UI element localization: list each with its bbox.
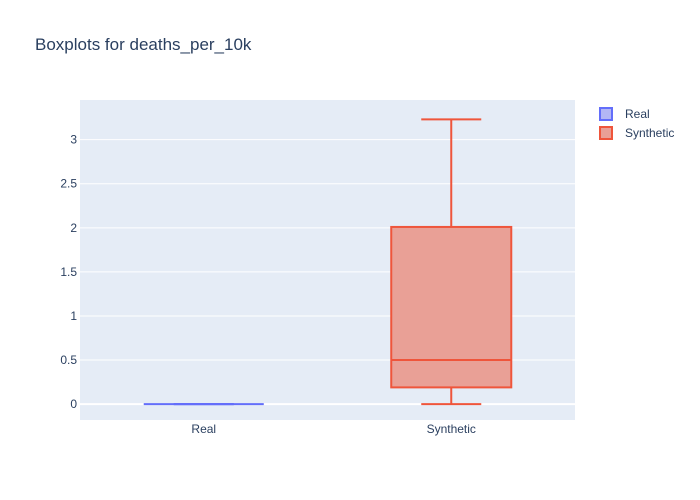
y-tick-label: 1.5: [60, 265, 77, 279]
y-tick-label: 2.5: [60, 177, 77, 191]
legend-swatch: [599, 126, 613, 140]
iqr-box: [390, 225, 513, 389]
y-axis-ticks: 0 0.5 1 1.5 2 2.5 3: [60, 133, 77, 411]
y-tick-label: 1: [70, 309, 77, 323]
x-axis-ticks: Real Synthetic: [191, 422, 476, 436]
y-tick-label: 0.5: [60, 353, 77, 367]
legend-label: Real: [625, 107, 650, 121]
y-tick-label: 2: [70, 221, 77, 235]
x-tick-label: Synthetic: [427, 422, 476, 436]
legend-item-synthetic[interactable]: Synthetic: [599, 126, 674, 140]
legend-swatch: [599, 107, 613, 121]
legend-item-real[interactable]: Real: [599, 107, 650, 121]
box-synthetic[interactable]: [390, 118, 513, 406]
y-tick-label: 0: [70, 397, 77, 411]
chart-title: Boxplots for deaths_per_10k: [35, 35, 252, 54]
y-tick-label: 3: [70, 133, 77, 147]
boxes: [143, 118, 513, 406]
x-tick-label: Real: [191, 422, 216, 436]
legend[interactable]: Real Synthetic: [599, 107, 674, 140]
legend-label: Synthetic: [625, 126, 674, 140]
